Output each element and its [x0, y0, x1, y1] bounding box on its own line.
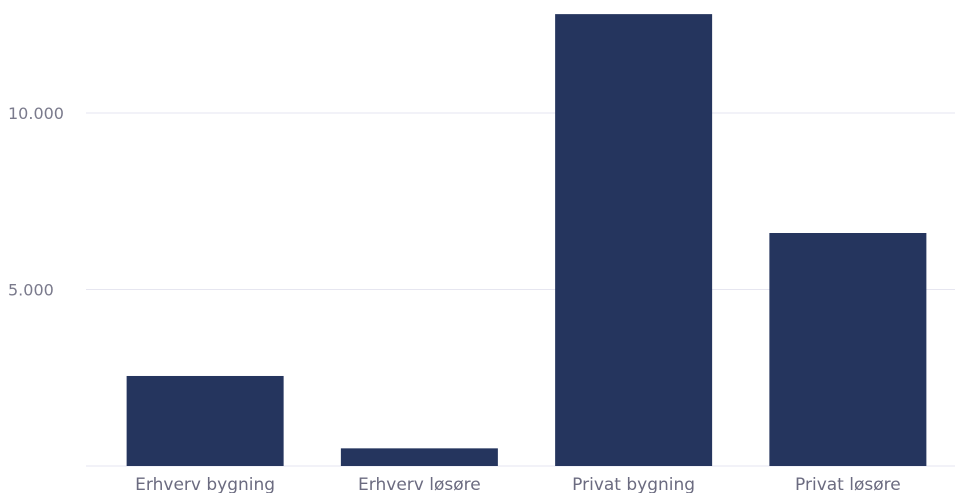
x-tick-label: Erhverv bygning	[135, 475, 275, 493]
x-axis-tick-labels: Erhverv bygning Erhverv løsøre Privat bygn…	[135, 475, 901, 493]
bar	[769, 233, 927, 466]
y-axis-tick-labels: 5.000 10.000	[8, 104, 64, 300]
y-tick-label: 5.000	[8, 280, 54, 299]
x-tick-label: Privat bygning	[572, 475, 695, 493]
bar	[126, 375, 284, 466]
x-tick-label: Erhverv løsøre	[358, 475, 481, 493]
y-tick-label: 10.000	[8, 104, 64, 123]
bar	[555, 14, 713, 466]
x-tick-label: Privat løsøre	[795, 475, 901, 493]
bar	[340, 448, 498, 466]
bars	[126, 14, 927, 466]
